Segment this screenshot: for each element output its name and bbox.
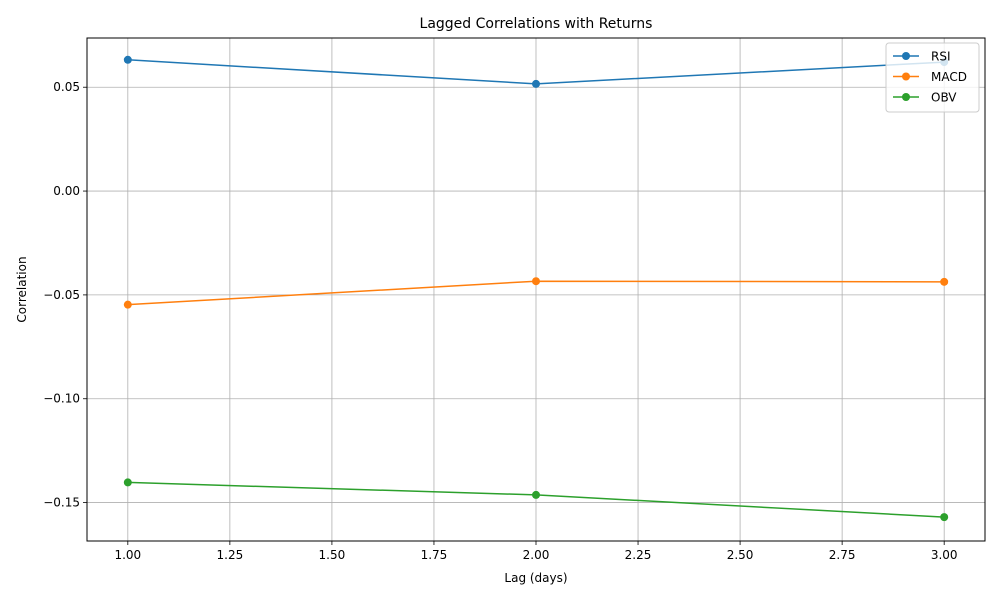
y-tick-label: −0.15 [43, 496, 80, 510]
data-point-macd [123, 300, 132, 309]
data-point-obv [532, 490, 540, 499]
series-lines [123, 55, 949, 522]
chart-title: Lagged Correlations with Returns [420, 16, 653, 32]
x-tick-label: 2.00 [523, 548, 550, 562]
x-tick-label: 2.25 [625, 548, 652, 562]
data-point-obv [123, 478, 132, 487]
x-tick-label: 1.25 [217, 548, 244, 562]
data-point-macd [940, 277, 949, 286]
series-obv [123, 478, 949, 522]
y-tick-label: 0.05 [53, 80, 80, 94]
legend-marker-obv [902, 93, 910, 101]
legend-item-macd: MACD [893, 70, 967, 84]
legend-item-rsi: RSI [893, 50, 951, 64]
x-axis-ticks: 1.00 1.25 1.50 1.75 2.00 2.25 2.50 2.75 3.00 [114, 541, 958, 562]
y-axis-label: Correlation [15, 256, 29, 322]
x-tick-label: 3.00 [931, 548, 958, 562]
legend-label-rsi: RSI [931, 50, 951, 64]
data-point-rsi [123, 55, 132, 64]
grid-lines [87, 38, 985, 541]
x-tick-label: 1.50 [319, 548, 346, 562]
y-tick-label: −0.10 [43, 392, 80, 406]
y-tick-label: −0.05 [43, 288, 80, 302]
data-point-macd [532, 277, 540, 286]
legend-marker-macd [902, 72, 910, 81]
data-point-obv [940, 513, 949, 522]
legend-label-macd: MACD [931, 70, 967, 84]
x-tick-label: 2.75 [829, 548, 856, 562]
x-axis-label: Lag (days) [504, 571, 567, 585]
legend-label-obv: OBV [931, 91, 957, 105]
data-point-rsi [532, 79, 540, 88]
legend-marker-rsi [902, 52, 910, 60]
series-macd [123, 277, 949, 309]
legend: RSI MACD OBV [885, 42, 980, 113]
x-tick-label: 1.75 [421, 548, 448, 562]
y-tick-label: 0.00 [53, 184, 80, 198]
x-tick-label: 2.50 [727, 548, 754, 562]
y-axis-ticks: 0.05 0.00 −0.05 −0.10 −0.15 [43, 80, 87, 510]
legend-item-obv: OBV [893, 91, 957, 105]
x-tick-label: 1.00 [114, 548, 141, 562]
